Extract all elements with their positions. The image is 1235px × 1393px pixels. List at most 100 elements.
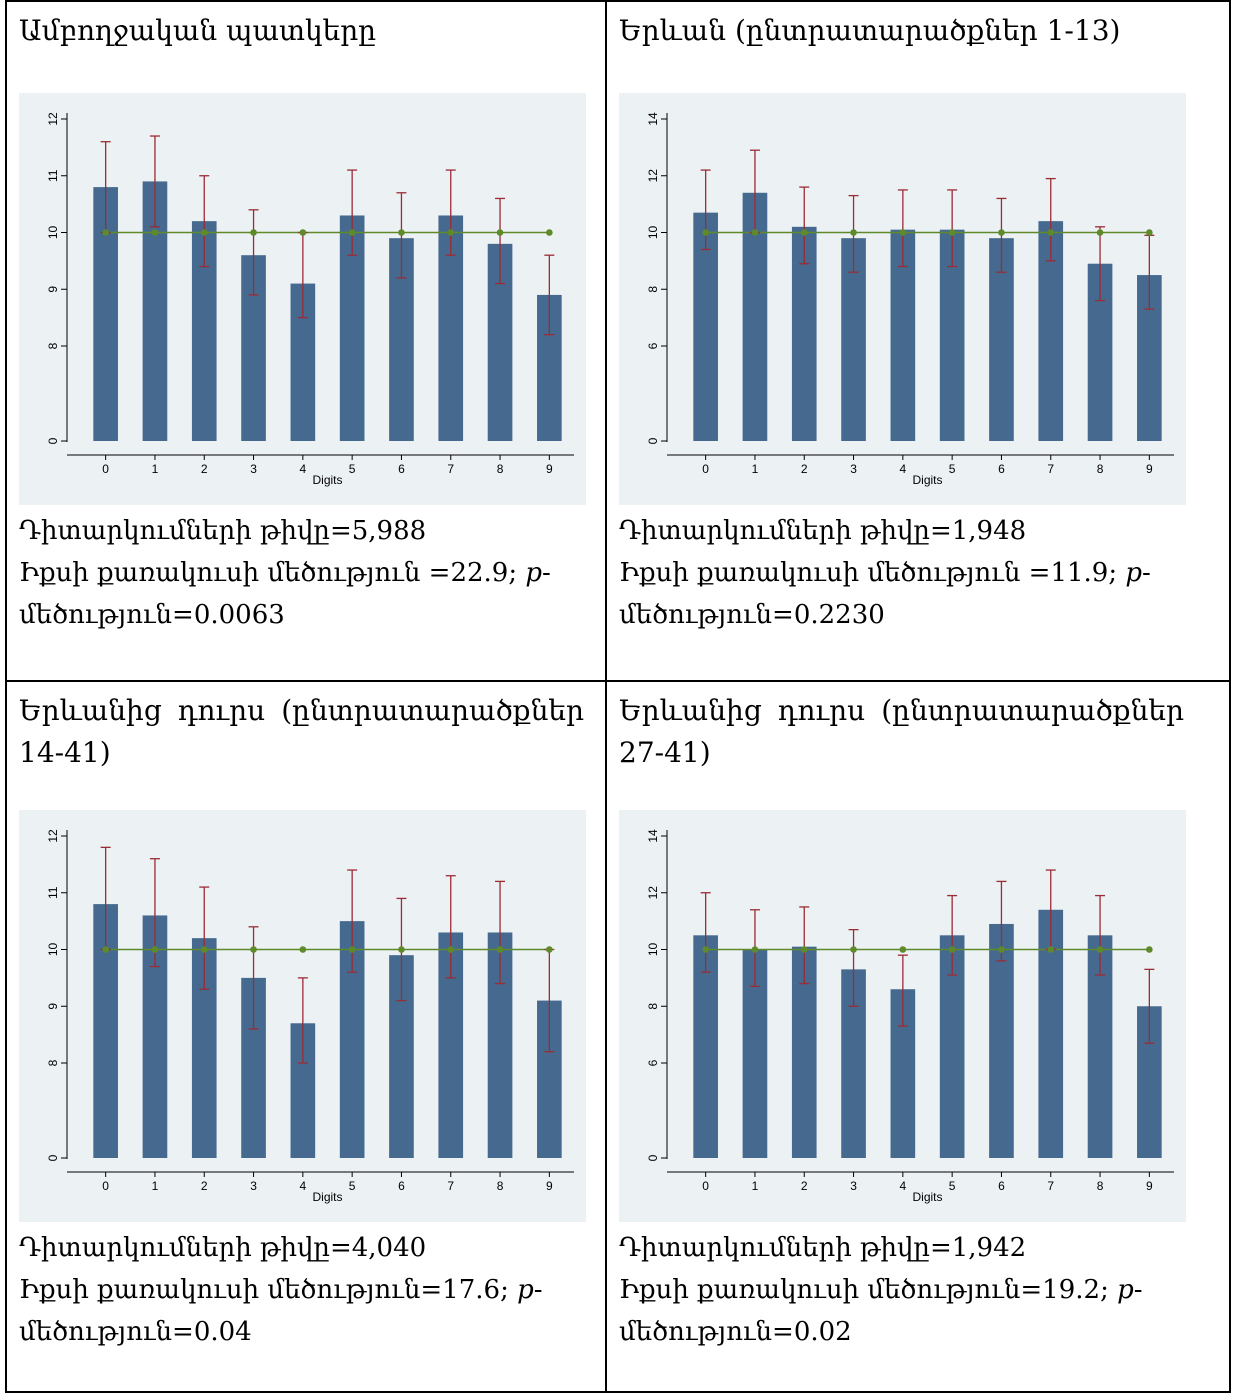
expected-point: [200, 946, 208, 953]
expected-point: [998, 229, 1005, 236]
expected-point: [948, 229, 956, 236]
expected-point: [151, 229, 159, 236]
p-symbol: p: [517, 1275, 534, 1305]
y-tick-label: 9: [46, 1003, 60, 1010]
expected-point: [1146, 229, 1153, 236]
expected-point: [200, 229, 208, 236]
bar: [693, 212, 718, 441]
expected-point: [398, 229, 405, 236]
y-tick-label: 6: [646, 342, 660, 349]
panel-outside-yerevan-14-41: Երևանից դուրս (ընտրատարածքներ 14-41) 0 8 9…: [7, 682, 597, 1391]
observations-count: Դիտարկումների թիվը=1,948: [619, 516, 1027, 546]
observations-count: Դիտարկումների թիվը=4,040: [19, 1233, 427, 1263]
bar: [989, 923, 1014, 1158]
y-tick-label: 0: [646, 437, 660, 444]
p-dash: -: [1142, 558, 1151, 588]
panel-outside-yerevan-27-41: Երևանից դուրս (ընտրատարածքներ 27-41) 0 6 8…: [607, 682, 1197, 1391]
expected-point: [546, 229, 553, 236]
chi-square-value: Իքսի քառակուսի մեծություն =11.9;: [619, 558, 1118, 588]
expected-point: [850, 229, 857, 236]
panel-overall: Ամբողջական պատկերը 0 8 9 10 11 12 0 1 2 3 4 5 6 7 8 9 Di…: [7, 2, 597, 680]
y-tick-label: 6: [646, 1059, 660, 1066]
p-value: մեծություն=0.2230: [619, 600, 885, 630]
y-tick-label: 11: [46, 886, 60, 899]
x-tick-label: 7: [1047, 1179, 1054, 1193]
x-tick-label: 6: [998, 462, 1005, 476]
y-tick-label: 12: [646, 886, 660, 900]
x-tick-label: 6: [398, 1179, 405, 1193]
p-symbol: p: [525, 558, 543, 588]
x-tick-label: 7: [447, 462, 454, 476]
chart-container: 0 8 9 10 11 12 0 1 2 3 4 5 6 7 8 9 Digits: [19, 810, 586, 1222]
x-tick-label: 9: [546, 1179, 553, 1193]
chart-container: 0 6 8 10 12 14 0 1 2 3 4 5 6 7 8 9 Digits: [619, 93, 1186, 505]
p-dash: -: [1133, 1275, 1143, 1305]
y-tick-label: 8: [46, 1059, 60, 1066]
y-tick-label: 8: [646, 286, 660, 293]
x-tick-label: 8: [497, 462, 504, 476]
y-tick-label: 10: [46, 226, 60, 240]
chi-square-line: Իքսի քառակուսի մեծություն =11.9; p-: [619, 552, 1187, 594]
x-tick-label: 9: [1146, 1179, 1153, 1193]
expected-point: [948, 946, 956, 953]
x-tick-label: 5: [949, 462, 956, 476]
expected-point: [800, 946, 808, 953]
x-tick-label: 6: [998, 1179, 1005, 1193]
chi-square-value: Իքսի քառակուսի մեծություն=19.2;: [619, 1275, 1109, 1305]
expected-point: [899, 946, 907, 953]
y-tick-label: 12: [646, 169, 660, 183]
expected-point: [1047, 229, 1055, 236]
chart-container: 0 6 8 10 12 14 0 1 2 3 4 5 6 7 8 9 Digits: [619, 810, 1186, 1222]
expected-point: [250, 229, 257, 236]
x-tick-label: 2: [801, 462, 808, 476]
expected-point: [1096, 229, 1104, 236]
panel-title: Երևանից դուրս (ընտրատարածքներ 14-41): [19, 694, 584, 769]
expected-point: [299, 946, 307, 953]
x-tick-label: 4: [900, 1179, 907, 1193]
x-tick-label: 3: [850, 462, 857, 476]
y-tick-label: 8: [46, 342, 60, 349]
y-tick-label: 14: [646, 829, 660, 843]
p-dash: -: [533, 1275, 543, 1305]
expected-point: [447, 229, 455, 236]
p-value: մեծություն=0.04: [19, 1317, 252, 1347]
row-divider: [5, 680, 1231, 682]
p-value: մեծություն=0.02: [619, 1317, 852, 1347]
expected-point: [496, 946, 504, 953]
x-tick-label: 0: [702, 1179, 709, 1193]
chi-square-line: Իքսի քառակուսի մեծություն=19.2; p-: [619, 1269, 1187, 1311]
expected-point: [998, 946, 1005, 953]
x-tick-label: 1: [152, 462, 159, 476]
x-tick-label: 4: [300, 1179, 307, 1193]
x-tick-label: 3: [250, 462, 257, 476]
panel-stats: Դիտարկումների թիվը=1,942 Իքսի քառակուսի …: [619, 1227, 1187, 1353]
expected-point: [102, 229, 109, 236]
panel-title: Երևանից դուրս (ընտրատարածքներ 27-41): [619, 694, 1184, 769]
x-tick-label: 5: [949, 1179, 956, 1193]
observations-count: Դիտարկումների թիվը=1,942: [619, 1233, 1027, 1263]
p-symbol: p: [1125, 558, 1143, 588]
x-tick-label: 9: [1146, 462, 1153, 476]
chi-square-value: Իքսի քառակուսի մեծություն=17.6;: [19, 1275, 509, 1305]
x-tick-label: 8: [497, 1179, 504, 1193]
expected-point: [102, 946, 109, 953]
expected-point: [348, 946, 356, 953]
x-tick-label: 0: [102, 1179, 109, 1193]
x-tick-label: 7: [447, 1179, 454, 1193]
x-tick-label: 0: [702, 462, 709, 476]
panel-yerevan: Երևան (ընտրատարածքներ 1-13) 0 6 8 10 12 14 0 1 2…: [607, 2, 1197, 680]
expected-point: [1146, 946, 1153, 953]
x-tick-label: 4: [900, 462, 907, 476]
x-axis-label: Digits: [912, 1190, 942, 1204]
x-tick-label: 3: [250, 1179, 257, 1193]
x-tick-label: 1: [152, 1179, 159, 1193]
x-axis-label: Digits: [312, 1190, 342, 1204]
y-tick-label: 12: [46, 112, 60, 126]
x-tick-label: 1: [752, 462, 759, 476]
y-tick-label: 10: [646, 943, 660, 957]
chi-square-line: Իքսի քառակուսի մեծություն=17.6; p-: [19, 1269, 587, 1311]
column-divider: [605, 0, 607, 1393]
expected-point: [447, 946, 455, 953]
expected-point: [1047, 946, 1055, 953]
